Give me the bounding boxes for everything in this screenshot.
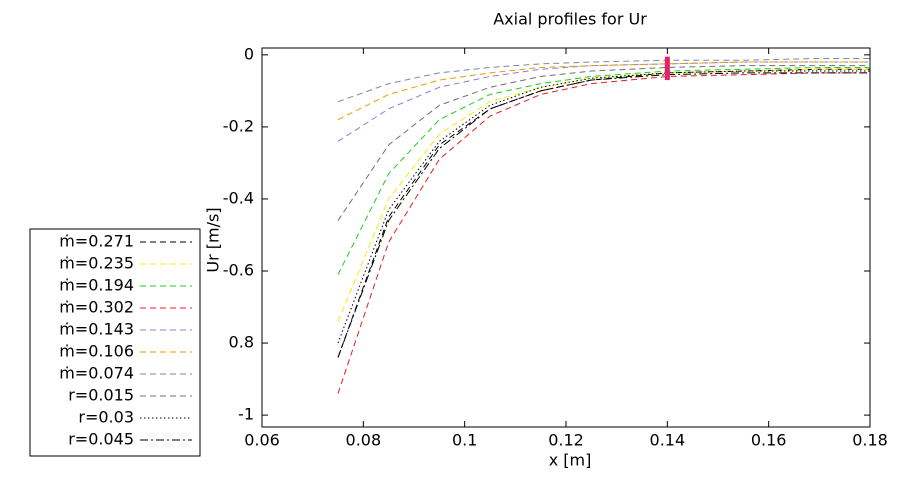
legend-label: r=0.03 — [78, 408, 134, 427]
x-tick-label: 0.18 — [852, 431, 888, 450]
y-tick-label: -0.2 — [223, 116, 254, 135]
x-axis-label: x [m] — [549, 451, 592, 470]
series-line — [337, 65, 870, 221]
x-tick-label: 0.06 — [244, 431, 280, 450]
x-tick-label: 0.12 — [548, 431, 584, 450]
legend-label: ṁ=0.106 — [59, 342, 134, 361]
series-line — [337, 68, 870, 358]
plot-area — [261, 47, 871, 428]
legend-label: r=0.045 — [68, 430, 134, 449]
series-line — [337, 72, 870, 394]
legend-label: ṁ=0.074 — [59, 364, 134, 383]
y-tick-label: -0.4 — [223, 188, 254, 207]
x-tick-label: 0.16 — [751, 431, 787, 450]
y-tick-label: -1 — [238, 405, 254, 424]
legend-label: ṁ=0.143 — [59, 320, 134, 339]
series-line — [337, 57, 870, 103]
legend-label: ṁ=0.271 — [59, 232, 134, 251]
y-axis-label: Ur [m/s] — [204, 207, 223, 272]
series-line — [337, 61, 870, 142]
y-tick-label: -0.6 — [223, 261, 254, 280]
legend-label: r=0.015 — [68, 386, 134, 405]
y-tick-label: 0 — [244, 44, 254, 63]
legend-label: ṁ=0.235 — [59, 254, 134, 273]
legend-box — [29, 228, 201, 457]
series-line — [337, 66, 870, 275]
series-line — [337, 61, 870, 121]
series-line — [337, 72, 870, 358]
x-tick-label: 0.08 — [346, 431, 382, 450]
chart-title: Axial profiles for Ur — [493, 10, 647, 29]
legend-label: ṁ=0.194 — [59, 276, 134, 295]
x-tick-label: 0.14 — [650, 431, 686, 450]
legend-label: ṁ=0.302 — [59, 298, 134, 317]
y-tick-label: 0.8 — [229, 333, 254, 352]
series-line — [337, 70, 870, 344]
x-tick-label: 0.1 — [452, 431, 477, 450]
